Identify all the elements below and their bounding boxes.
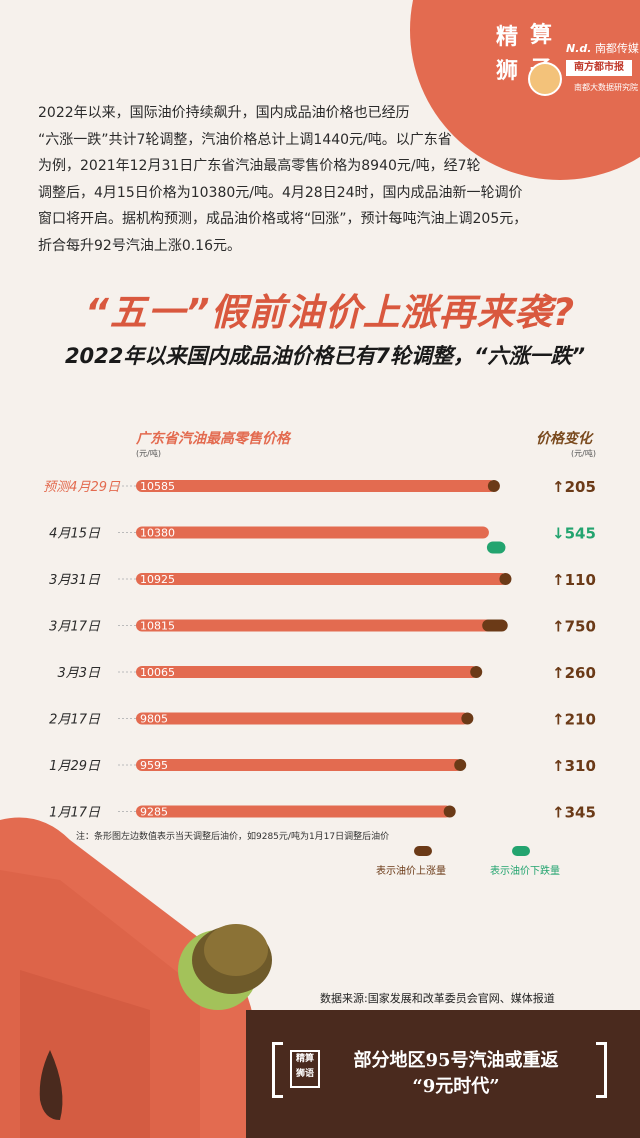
- price-value-label: 10815: [140, 620, 175, 633]
- price-bar: [136, 573, 508, 585]
- nd-logo-name: 南都传媒: [594, 42, 639, 55]
- category-label: 预测4月29日: [43, 480, 121, 495]
- category-label: 2月17日: [49, 713, 101, 728]
- fuel-can-illustration: [0, 817, 272, 1138]
- change-value-label: ↑345: [552, 804, 596, 822]
- nd-logo: N.d. 南都传媒: [566, 40, 639, 56]
- legend-down-label: 表示油价下跌量: [490, 866, 560, 877]
- price-value-label: 9595: [140, 759, 168, 772]
- category-label: 1月29日: [49, 759, 101, 774]
- price-bar: [136, 666, 479, 678]
- price-value-label: 9285: [140, 806, 168, 819]
- price-bar: [136, 526, 489, 539]
- intro-paragraph: 2022年以来，国际油价持续飙升，国内成品油价格也已经历 “六涨一跌”共计7轮调…: [38, 105, 528, 254]
- category-label: 3月17日: [49, 620, 101, 635]
- price-value-label: 10380: [140, 527, 175, 540]
- price-value-label: 10065: [140, 666, 175, 679]
- legend-down-swatch: [512, 846, 530, 856]
- category-label: 1月17日: [49, 806, 101, 821]
- badge-char: 算: [530, 22, 553, 48]
- price-value-label: 10585: [140, 480, 175, 493]
- badge-char: 狮: [496, 58, 519, 84]
- category-label: 4月15日: [49, 527, 101, 542]
- chart-title: 广东省汽油最高零售价格: [136, 431, 290, 447]
- price-bar: [136, 759, 463, 771]
- badge-char: 精: [496, 24, 519, 50]
- seal-bottom: 狮语: [295, 1069, 314, 1079]
- price-bar: [136, 805, 452, 818]
- seal-top: 精算: [295, 1054, 314, 1064]
- footer-line-1: 部分地区95号汽油或重返: [353, 1050, 559, 1071]
- newspaper-logo: 南方都市报: [566, 60, 632, 76]
- change-value-label: ↓545: [552, 525, 596, 543]
- footer-banner: [246, 1010, 640, 1138]
- price-bar-chart: 预测4月29日 10585 ↑205 4月15日 10380 ↓545 3月31日 10925…: [43, 478, 596, 822]
- right-bracket: [596, 1042, 607, 1098]
- change-column-title: 价格变化: [536, 431, 592, 447]
- subheadline: 2022年以来国内成品油价格已有7轮调整，“六涨一跌”: [64, 344, 586, 368]
- chart-note: 注：条形图左边数值表示当天调整后油价，如9285元/吨为1月17日调整后油价: [76, 832, 390, 842]
- change-up-pill: [499, 573, 512, 585]
- group-logo: 南都大数据研究院: [574, 83, 638, 92]
- change-column-unit: (元/吨): [571, 449, 596, 458]
- left-bracket: [272, 1042, 283, 1098]
- change-value-label: ↑750: [552, 618, 596, 636]
- change-value-label: ↑260: [552, 664, 596, 682]
- price-value-label: 10925: [140, 573, 175, 586]
- change-down-pill: [486, 541, 506, 554]
- chart-unit: (元/吨): [136, 449, 161, 458]
- change-value-label: ↑110: [552, 571, 596, 589]
- category-label: 3月3日: [57, 666, 101, 681]
- lion-mascot-icon: [528, 62, 562, 96]
- change-up-pill: [487, 480, 500, 492]
- change-up-pill: [470, 666, 483, 678]
- price-value-label: 9805: [140, 713, 168, 726]
- change-up-pill: [461, 712, 474, 725]
- price-bar: [136, 619, 504, 632]
- headline: “五一”假前油价上涨再来袭?: [84, 291, 576, 334]
- price-bar: [136, 480, 496, 492]
- category-label: 3月31日: [49, 573, 101, 588]
- change-up-pill: [482, 619, 508, 632]
- change-up-pill: [454, 759, 467, 771]
- legend-up-swatch: [414, 846, 432, 856]
- change-value-label: ↑210: [552, 711, 596, 729]
- nd-logo-mark: N.d.: [566, 42, 592, 55]
- price-bar: [136, 712, 470, 725]
- footer-line-2: “9元时代”: [412, 1076, 500, 1097]
- column-seal: 精算 狮语: [290, 1050, 320, 1088]
- change-value-label: ↑205: [552, 478, 596, 496]
- data-source: 数据来源:国家发展和改革委员会官网、媒体报道: [320, 992, 555, 1005]
- change-value-label: ↑310: [552, 757, 596, 775]
- change-up-pill: [443, 805, 456, 818]
- legend-up-label: 表示油价上涨量: [376, 866, 446, 877]
